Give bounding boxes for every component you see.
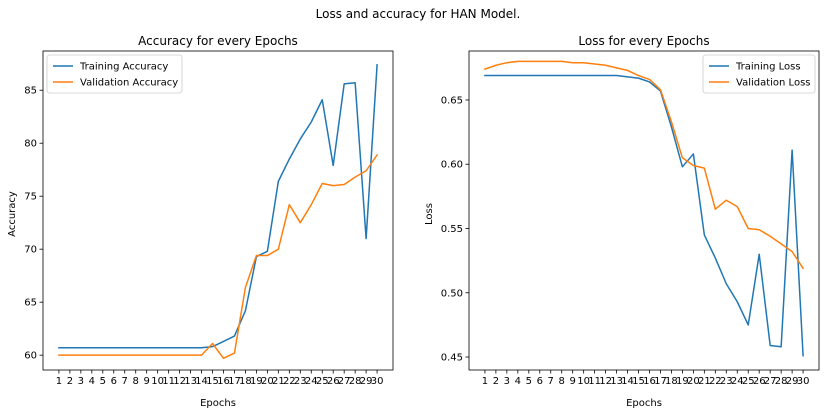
accuracy-x-tick-label: 29 (360, 376, 373, 387)
accuracy-x-tick-label: 3 (78, 376, 84, 387)
accuracy-x-tick-label: 9 (143, 376, 149, 387)
loss-y-tick-label: 0.60 (441, 160, 463, 171)
accuracy-x-tick-label: 13 (184, 376, 197, 387)
accuracy-y-tick-label: 80 (24, 139, 37, 150)
loss-x-tick-label: 3 (504, 376, 510, 387)
loss-x-tick-label: 8 (559, 376, 565, 387)
loss-x-tick-label: 29 (786, 376, 799, 387)
accuracy-x-tick-label: 25 (316, 376, 329, 387)
loss-x-tick-label: 10 (577, 376, 590, 387)
accuracy-x-tick-label: 17 (228, 376, 241, 387)
accuracy-x-tick-label: 15 (206, 376, 219, 387)
loss-x-tick-label: 16 (643, 376, 656, 387)
accuracy-y-tick-label: 75 (24, 192, 37, 203)
loss-x-tick-label: 21 (698, 376, 711, 387)
loss-x-tick-label: 6 (537, 376, 543, 387)
loss-x-tick-label: 28 (775, 376, 788, 387)
accuracy-legend-label: Validation Accuracy (80, 78, 178, 89)
loss-x-tick-label: 27 (764, 376, 777, 387)
accuracy-x-tick-label: 18 (239, 376, 252, 387)
accuracy-x-tick-label: 7 (122, 376, 128, 387)
accuracy-series-validation-line (58, 153, 379, 360)
accuracy-x-tick-label: 28 (349, 376, 362, 387)
loss-x-tick-label: 13 (610, 376, 623, 387)
loss-x-tick-label: 30 (797, 376, 810, 387)
loss-x-tick-label: 17 (654, 376, 667, 387)
accuracy-x-tick-label: 12 (173, 376, 186, 387)
accuracy-x-tick-label: 2 (67, 376, 73, 387)
accuracy-x-axis-label: Epochs (200, 398, 236, 409)
accuracy-y-tick-label: 85 (24, 86, 37, 97)
loss-axes-frame (468, 50, 820, 371)
loss-x-tick-label: 2 (493, 376, 499, 387)
loss-legend-label: Validation Loss (736, 78, 811, 89)
loss-x-tick-label: 18 (665, 376, 678, 387)
loss-y-tick-label: 0.45 (441, 353, 463, 364)
loss-legend-box (702, 54, 816, 94)
loss-x-tick-label: 22 (709, 376, 722, 387)
loss-x-tick-label: 1 (482, 376, 488, 387)
accuracy-chart-title: Accuracy for every Epochs (138, 34, 298, 48)
accuracy-x-tick-label: 16 (217, 376, 230, 387)
accuracy-x-tick-label: 30 (371, 376, 384, 387)
loss-legend: Training Loss Validation Loss (702, 54, 816, 94)
loss-x-tick-label: 19 (676, 376, 689, 387)
accuracy-x-tick-label: 1 (56, 376, 62, 387)
loss-legend-label: Training Loss (735, 62, 801, 73)
loss-y-tick-label: 0.50 (441, 288, 463, 299)
accuracy-legend-box (46, 54, 183, 94)
loss-y-tick-label: 0.65 (441, 95, 463, 106)
accuracy-x-tick-label: 22 (283, 376, 296, 387)
accuracy-x-tick-label: 6 (111, 376, 117, 387)
accuracy-x-tick-label: 10 (151, 376, 164, 387)
loss-x-tick-label: 4 (515, 376, 521, 387)
loss-x-tick-label: 14 (621, 376, 634, 387)
loss-x-tick-label: 20 (687, 376, 700, 387)
accuracy-x-tick-label: 8 (133, 376, 139, 387)
accuracy-x-tick-label: 27 (338, 376, 351, 387)
accuracy-x-tick-label: 20 (261, 376, 274, 387)
accuracy-chart: Accuracy for every Epochs Epochs Accurac… (7, 34, 394, 409)
loss-x-tick-label: 15 (632, 376, 645, 387)
loss-x-tick-label: 5 (526, 376, 532, 387)
accuracy-axes-frame (42, 50, 394, 371)
loss-y-tick-label: 0.55 (441, 224, 463, 235)
accuracy-x-tick-label: 14 (195, 376, 208, 387)
figure-suptitle: Loss and accuracy for HAN Model. (316, 7, 521, 21)
accuracy-series-training-line (58, 63, 378, 349)
accuracy-y-tick-label: 65 (24, 298, 37, 309)
loss-x-tick-label: 12 (599, 376, 612, 387)
accuracy-y-tick-label: 60 (24, 351, 37, 362)
accuracy-x-tick-label: 4 (89, 376, 95, 387)
accuracy-x-tick-label: 26 (327, 376, 340, 387)
accuracy-legend: Training Accuracy Validation Accuracy (46, 54, 183, 94)
loss-x-tick-label: 23 (720, 376, 733, 387)
accuracy-x-tick-label: 19 (250, 376, 263, 387)
accuracy-y-axis-label: Accuracy (7, 191, 18, 237)
loss-chart-title: Loss for every Epochs (578, 34, 709, 48)
loss-x-axis-label: Epochs (626, 398, 662, 409)
accuracy-x-tick-label: 23 (294, 376, 307, 387)
accuracy-y-tick-label: 70 (24, 245, 37, 256)
loss-x-tick-label: 26 (753, 376, 766, 387)
loss-x-tick-label: 9 (569, 376, 575, 387)
accuracy-x-tick-label: 21 (272, 376, 285, 387)
loss-x-tick-label: 11 (588, 376, 601, 387)
accuracy-x-tick-label: 11 (162, 376, 175, 387)
loss-x-tick-label: 25 (742, 376, 755, 387)
accuracy-x-tick-label: 5 (100, 376, 106, 387)
loss-series-training-line (484, 74, 804, 357)
accuracy-legend-label: Training Accuracy (79, 62, 168, 73)
loss-x-tick-label: 7 (548, 376, 554, 387)
loss-y-axis-label: Loss (424, 203, 435, 225)
loss-series-validation-line (483, 60, 805, 270)
accuracy-x-tick-label: 24 (305, 376, 318, 387)
loss-x-tick-label: 24 (731, 376, 744, 387)
